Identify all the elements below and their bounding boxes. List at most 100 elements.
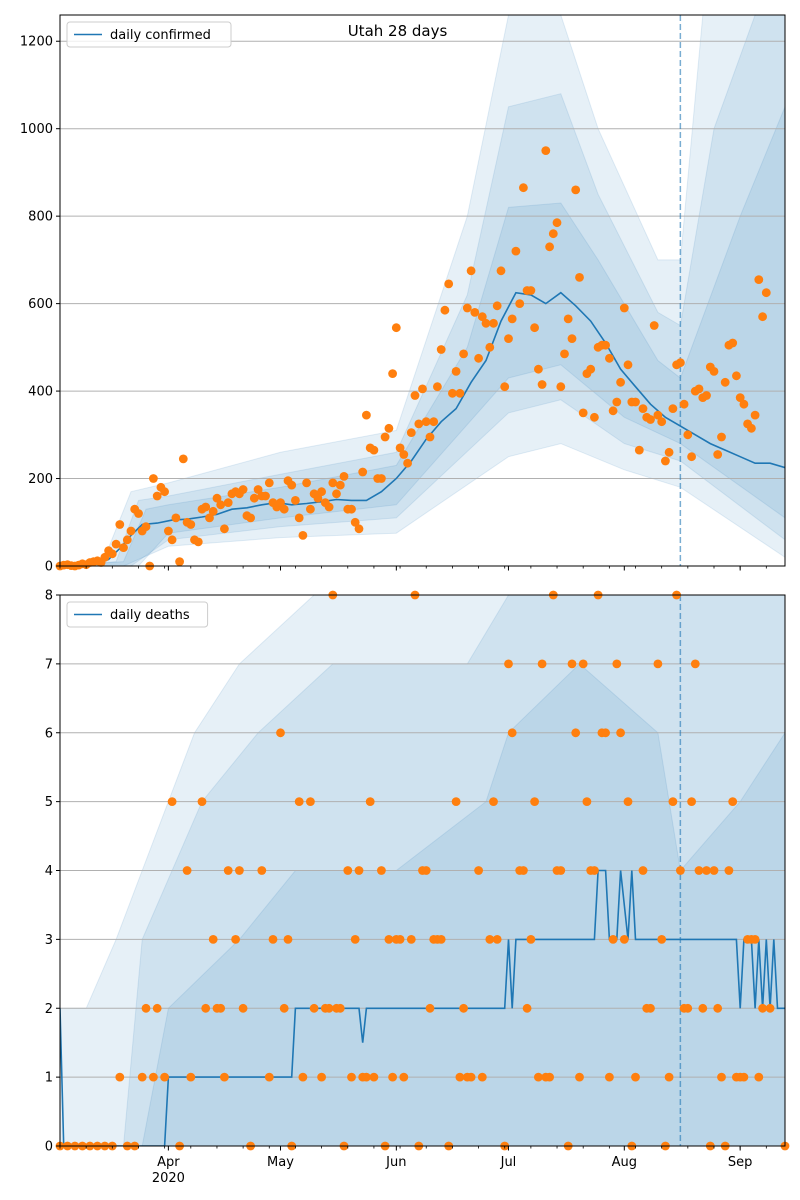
plot-area: [60, 15, 785, 566]
data-point: [679, 399, 689, 409]
data-point: [567, 334, 577, 343]
data-point: [220, 524, 229, 534]
data-point: [369, 445, 379, 455]
data-point: [440, 305, 450, 315]
data-point: [141, 1003, 151, 1013]
data-point: [246, 513, 256, 523]
data-point: [515, 299, 525, 308]
data-point: [739, 399, 749, 409]
legend: daily confirmed: [66, 21, 232, 48]
data-point: [578, 659, 588, 669]
data-point: [750, 935, 760, 944]
data-point: [683, 1003, 693, 1013]
data-point: [317, 1072, 326, 1082]
data-point: [208, 935, 218, 944]
data-point: [332, 489, 341, 499]
data-point: [421, 866, 431, 875]
data-point: [164, 526, 173, 536]
data-point: [418, 384, 427, 394]
data-point: [537, 380, 547, 389]
data-point: [377, 866, 386, 875]
data-point: [141, 522, 151, 531]
legend: daily deaths: [66, 601, 209, 628]
data-point: [328, 478, 338, 488]
data-point: [612, 397, 622, 407]
data-point: [563, 314, 573, 324]
y-tick-label: 3: [45, 933, 53, 948]
data-point: [687, 797, 696, 806]
data-point: [507, 314, 517, 324]
data-point: [253, 485, 263, 494]
data-point: [556, 382, 566, 392]
data-point: [489, 318, 498, 328]
data-point: [608, 406, 618, 416]
data-point: [406, 935, 416, 944]
data-point: [489, 797, 498, 806]
data-point: [436, 935, 446, 944]
data-point: [668, 797, 678, 806]
data-point: [291, 496, 300, 505]
legend-label: daily confirmed: [110, 28, 211, 43]
data-point: [702, 391, 711, 400]
data-point: [485, 342, 495, 352]
data-point: [638, 866, 648, 875]
data-point: [455, 388, 465, 398]
data-point: [758, 1003, 767, 1013]
data-point: [186, 1072, 196, 1082]
data-point: [664, 1072, 674, 1082]
data-point: [362, 1072, 371, 1082]
y-tick-label: 1: [45, 1071, 53, 1086]
data-point: [754, 275, 764, 284]
data-point: [354, 524, 364, 534]
data-point: [216, 500, 226, 510]
data-point: [216, 1003, 226, 1013]
data-point: [492, 301, 502, 311]
data-point: [631, 1072, 640, 1082]
data-point: [709, 866, 719, 875]
data-point: [474, 866, 483, 875]
data-point: [608, 935, 618, 944]
data-point: [429, 417, 439, 427]
y-tick-label: 200: [28, 472, 53, 487]
data-point: [605, 353, 614, 363]
data-point: [358, 467, 368, 477]
data-point: [657, 935, 667, 944]
x-tick-label: Jun: [385, 1155, 406, 1170]
data-point: [448, 388, 457, 398]
data-point: [347, 504, 356, 514]
data-point: [433, 382, 442, 392]
data-point: [477, 312, 487, 322]
data-point: [638, 404, 648, 413]
data-point: [182, 866, 192, 875]
data-point: [302, 478, 311, 488]
data-point: [178, 454, 188, 464]
data-point: [107, 549, 117, 559]
data-point: [339, 472, 349, 481]
data-point: [362, 410, 371, 420]
data-point: [264, 478, 274, 488]
data-point: [690, 659, 700, 669]
data-point: [724, 866, 734, 875]
data-point: [545, 1072, 554, 1082]
data-point: [545, 242, 554, 252]
data-point: [477, 1072, 487, 1082]
data-point: [552, 218, 562, 228]
data-point: [208, 506, 218, 516]
data-point: [294, 797, 304, 806]
data-point: [119, 543, 128, 552]
data-point: [137, 1072, 147, 1082]
legend-box: [66, 21, 232, 48]
data-point: [436, 345, 446, 354]
data-point: [403, 458, 412, 468]
data-point: [522, 1003, 532, 1013]
data-point: [601, 728, 610, 738]
data-point: [657, 417, 667, 427]
data-point: [590, 412, 599, 422]
data-point: [167, 535, 177, 545]
data-point: [395, 935, 405, 944]
data-point: [306, 504, 315, 514]
data-point: [541, 146, 551, 156]
data-point: [313, 493, 323, 503]
data-point: [646, 415, 655, 424]
